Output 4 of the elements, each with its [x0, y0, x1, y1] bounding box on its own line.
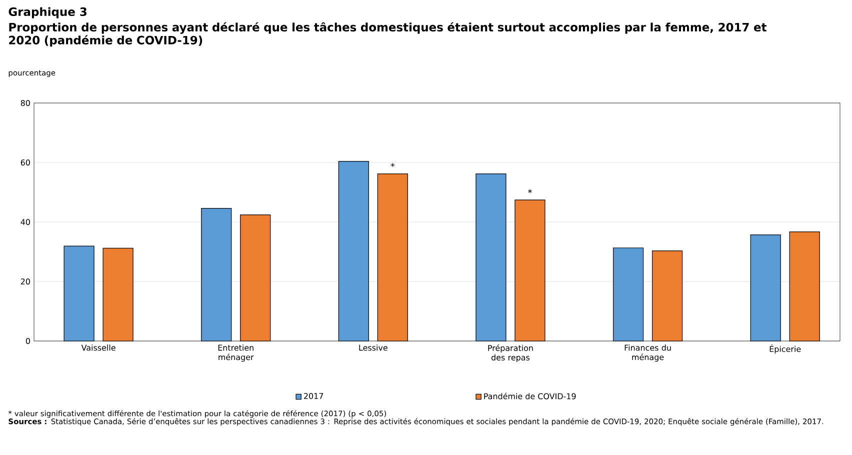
chart-subtitle: Proportion de personnes ayant déclaré que les tâches domestiques étaient surtout accomplies par la femme, 2017 et 2020 (pandémie de COVID-19)	[9, 22, 767, 47]
annotation: *	[390, 162, 395, 168]
chart-title: Graphique 3	[8, 7, 86, 18]
annotation: *	[528, 189, 532, 194]
